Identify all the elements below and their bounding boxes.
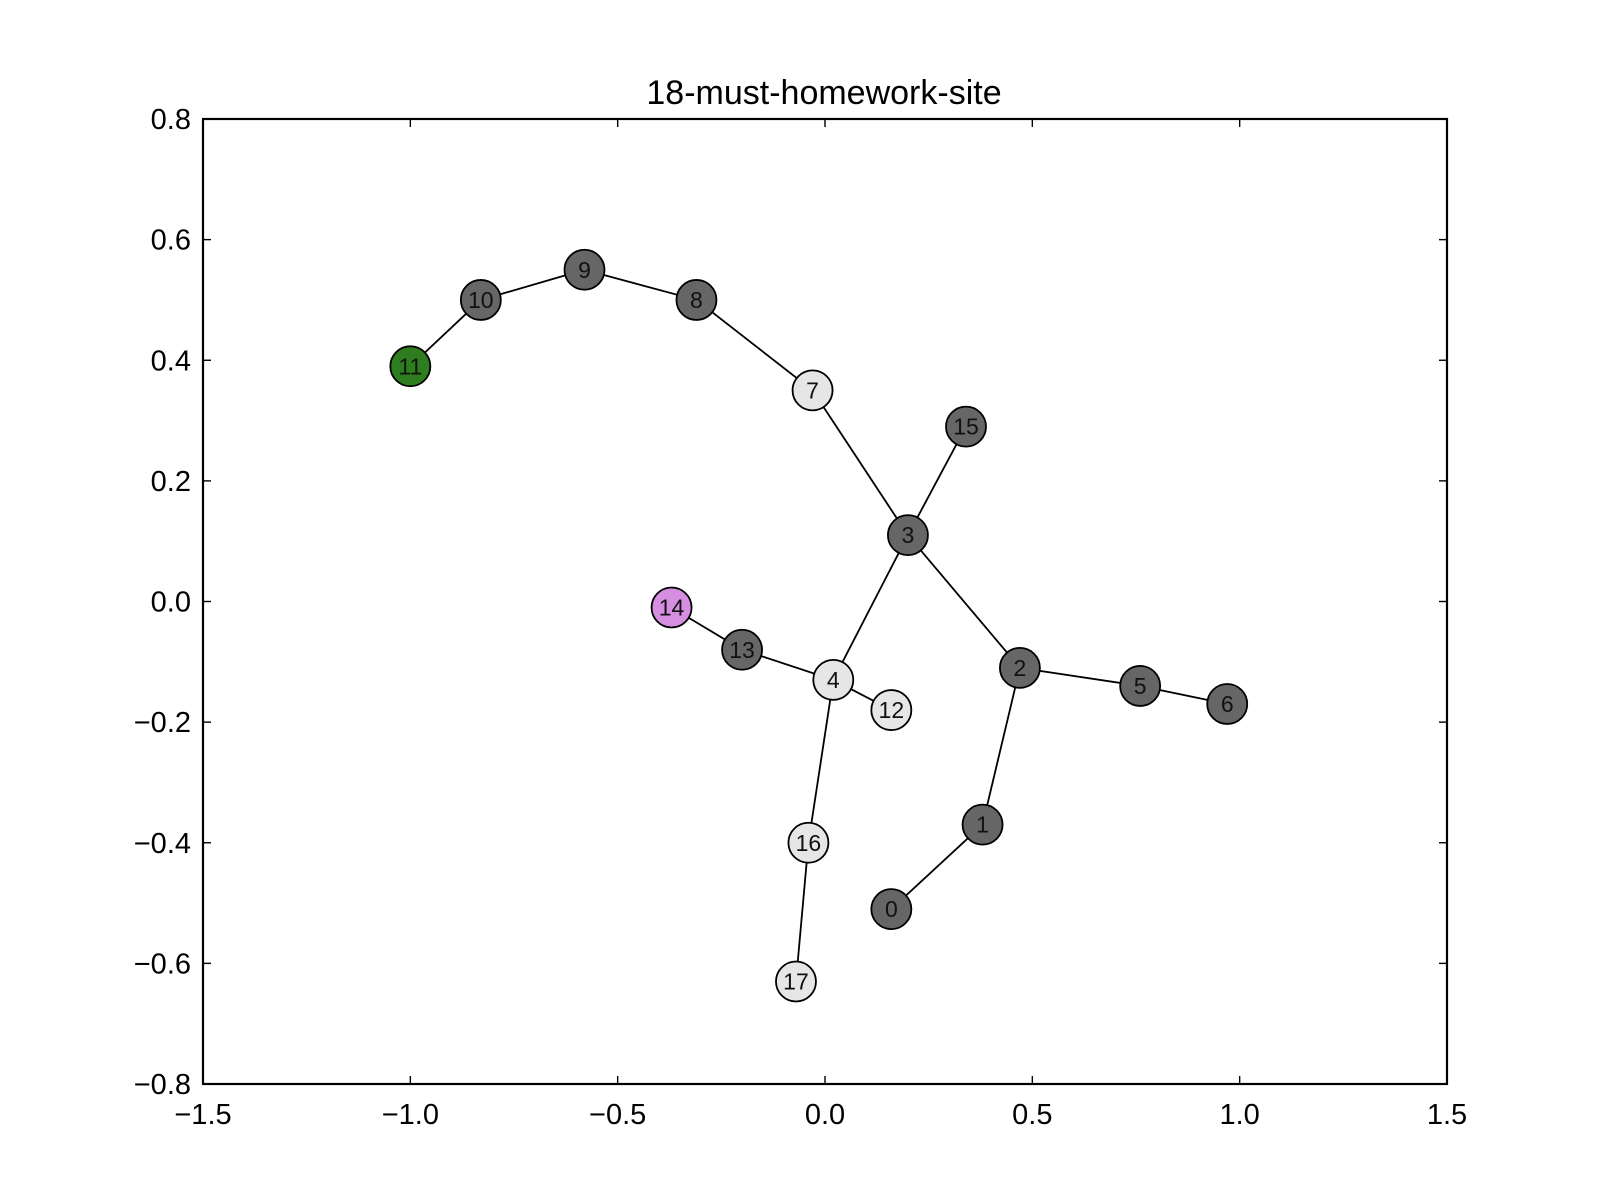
edge-1-2 (981, 667, 1021, 825)
node-5: 5 (1119, 665, 1162, 707)
node-label: 13 (729, 637, 755, 663)
tick-labels: −1.5 −1.0 −0.5 0.0 0.5 1.0 1.5 0.8 0.6 0.4 0.2 0.0 −… (134, 104, 1467, 1131)
edge-4-16 (807, 679, 835, 843)
node-circle (961, 803, 1004, 846)
y-tick-label: −0.8 (134, 1069, 191, 1101)
node-circle (812, 659, 855, 701)
node-6: 6 (1206, 683, 1249, 725)
tick-marks (202, 118, 1448, 1085)
node-circle (787, 821, 830, 864)
edge-7-8 (695, 299, 814, 392)
node-circle (870, 888, 913, 930)
node-14: 14 (650, 586, 693, 629)
y-tick-label: 0.6 (151, 225, 191, 257)
node-label: 16 (796, 830, 822, 856)
node-label: 12 (879, 697, 905, 723)
x-tick-label: −1.0 (382, 1099, 439, 1131)
node-circle (1119, 665, 1162, 707)
node-circle (998, 646, 1041, 689)
node-16: 16 (787, 821, 830, 864)
node-4: 4 (812, 659, 855, 701)
x-tick-label: −0.5 (589, 1099, 646, 1131)
node-circle (775, 960, 817, 1003)
x-tick-label: 0.0 (805, 1099, 845, 1131)
y-tick-label: −0.6 (134, 948, 191, 980)
y-tick-label: −0.4 (134, 828, 191, 860)
node-circle (563, 248, 606, 291)
y-tick-label: −0.2 (134, 707, 191, 739)
node-13: 13 (721, 628, 763, 671)
node-circle (389, 345, 432, 388)
chart-title: 18-must-homework-site (646, 74, 1001, 112)
y-tick-label: 0.4 (151, 345, 191, 377)
node-label: 14 (659, 595, 685, 621)
node-circle (791, 369, 834, 412)
node-11: 11 (389, 345, 432, 388)
x-tick-label: 0.5 (1012, 1099, 1052, 1131)
node-circle (721, 628, 763, 671)
node-12: 12 (870, 689, 913, 731)
node-circle (459, 279, 502, 321)
node-9: 9 (563, 248, 606, 291)
y-tick-label: 0.0 (151, 587, 191, 619)
node-label: 8 (690, 287, 703, 313)
node-circle (887, 514, 929, 557)
node-circle (1206, 683, 1249, 725)
y-tick-label: 0.8 (151, 104, 191, 136)
node-8: 8 (675, 279, 718, 321)
node-label: 4 (827, 667, 840, 693)
node-circle (675, 279, 718, 321)
edge-3-4 (832, 534, 909, 681)
node-7: 7 (791, 369, 834, 412)
node-3: 3 (887, 514, 929, 557)
node-label: 1 (976, 812, 989, 838)
node-label: 2 (1013, 655, 1026, 681)
edge-3-7 (811, 389, 909, 536)
x-tick-label: 1.5 (1427, 1099, 1467, 1131)
node-circle (650, 586, 693, 629)
node-0: 0 (870, 888, 913, 930)
x-tick-label: 1.0 (1220, 1099, 1260, 1131)
y-tick-label: 0.2 (151, 466, 191, 498)
edge-16-17 (795, 842, 810, 982)
node-label: 10 (468, 287, 494, 313)
node-label: 6 (1221, 691, 1234, 717)
node-15: 15 (945, 405, 987, 448)
node-label: 5 (1134, 673, 1147, 699)
node-10: 10 (459, 279, 502, 321)
node-circle (945, 405, 987, 448)
x-tick-label: −1.5 (174, 1099, 231, 1131)
node-circle (870, 689, 913, 731)
node-label: 17 (783, 968, 809, 994)
edge-2-3 (907, 534, 1021, 669)
node-label: 7 (806, 377, 819, 403)
node-label: 3 (902, 522, 915, 548)
plot-frame (201, 117, 1449, 1086)
node-label: 11 (398, 353, 422, 379)
node-2: 2 (998, 646, 1041, 689)
node-label: 0 (885, 896, 898, 922)
node-17: 17 (775, 960, 817, 1003)
node-label: 15 (953, 414, 979, 440)
node-label: 9 (578, 257, 591, 283)
node-1: 1 (961, 803, 1004, 846)
